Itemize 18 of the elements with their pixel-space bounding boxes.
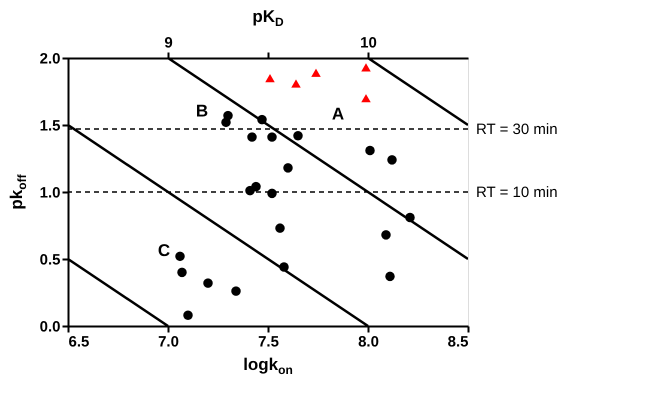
- x-tick-label: 8.0: [358, 334, 379, 350]
- x-tick-label: 7.0: [158, 334, 179, 350]
- x2-tick-label: 10: [360, 34, 377, 52]
- annotation: A: [332, 104, 344, 124]
- y-tick-label: 1.0: [40, 184, 60, 202]
- annotation: C: [158, 240, 170, 260]
- annotation: B: [196, 102, 208, 121]
- y-tick-label: 2.0: [40, 50, 60, 68]
- x-tick-label: 7.5: [258, 334, 279, 350]
- text: RT = 10 min: [476, 184, 558, 201]
- text: RT = 30 min: [476, 121, 558, 138]
- x-tick-label: 6.5: [68, 334, 90, 350]
- y-axis-title: pkoff: [7, 173, 29, 210]
- y-tick-label: 0.5: [40, 252, 60, 268]
- y-tick-label: 1.5: [40, 118, 60, 134]
- y-tick-label: 0.0: [40, 318, 60, 336]
- x2-tick-label: 9: [164, 34, 173, 52]
- x-tick-label: 8.5: [448, 334, 468, 350]
